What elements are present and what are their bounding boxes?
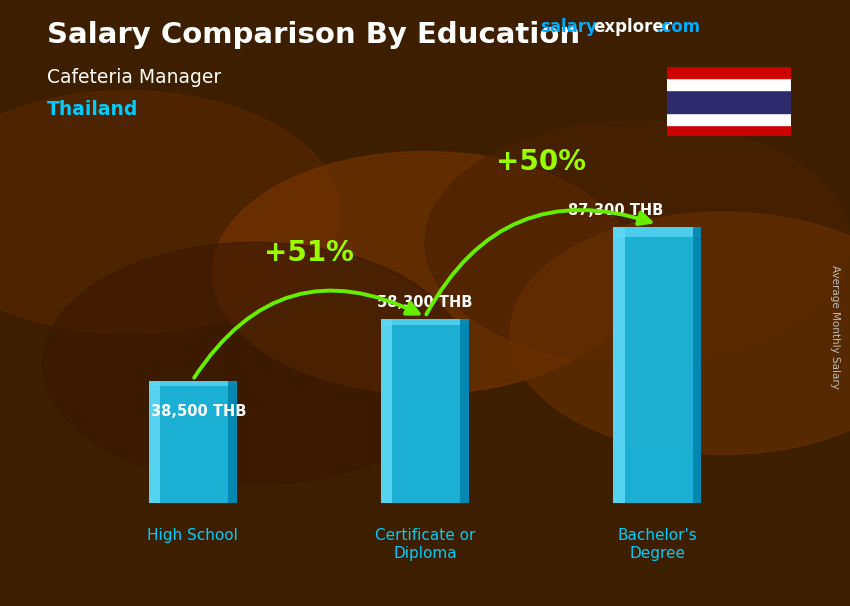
Text: Thailand: Thailand: [47, 100, 138, 119]
Ellipse shape: [42, 242, 468, 485]
Text: Bachelor's
Degree: Bachelor's Degree: [617, 528, 697, 561]
Text: Cafeteria Manager: Cafeteria Manager: [47, 68, 221, 87]
Bar: [228, 381, 237, 503]
Bar: [149, 381, 237, 503]
Bar: [667, 125, 790, 136]
Bar: [667, 113, 790, 125]
Ellipse shape: [425, 121, 850, 364]
Bar: [381, 319, 469, 503]
Bar: [613, 227, 625, 503]
Text: 38,500 THB: 38,500 THB: [150, 404, 246, 419]
Bar: [613, 227, 701, 236]
Text: 58,300 THB: 58,300 THB: [377, 295, 473, 310]
Text: +51%: +51%: [264, 239, 354, 267]
Bar: [149, 381, 160, 503]
Text: .com: .com: [655, 18, 700, 36]
Text: Certificate or
Diploma: Certificate or Diploma: [375, 528, 475, 561]
Bar: [461, 319, 469, 503]
Ellipse shape: [0, 91, 340, 333]
Text: Salary Comparison By Education: Salary Comparison By Education: [47, 21, 580, 49]
Bar: [381, 319, 393, 503]
Text: 87,300 THB: 87,300 THB: [568, 203, 663, 218]
Text: Average Monthly Salary: Average Monthly Salary: [830, 265, 840, 389]
Text: salary: salary: [540, 18, 597, 36]
Bar: [667, 90, 790, 113]
Text: explorer: explorer: [593, 18, 672, 36]
Text: High School: High School: [147, 528, 238, 544]
Bar: [693, 227, 701, 503]
Bar: [613, 227, 701, 503]
Bar: [381, 319, 469, 325]
Ellipse shape: [510, 212, 850, 454]
Text: +50%: +50%: [496, 147, 586, 176]
Bar: [149, 381, 237, 385]
Ellipse shape: [212, 152, 638, 394]
Bar: [667, 78, 790, 90]
Bar: [667, 67, 790, 78]
